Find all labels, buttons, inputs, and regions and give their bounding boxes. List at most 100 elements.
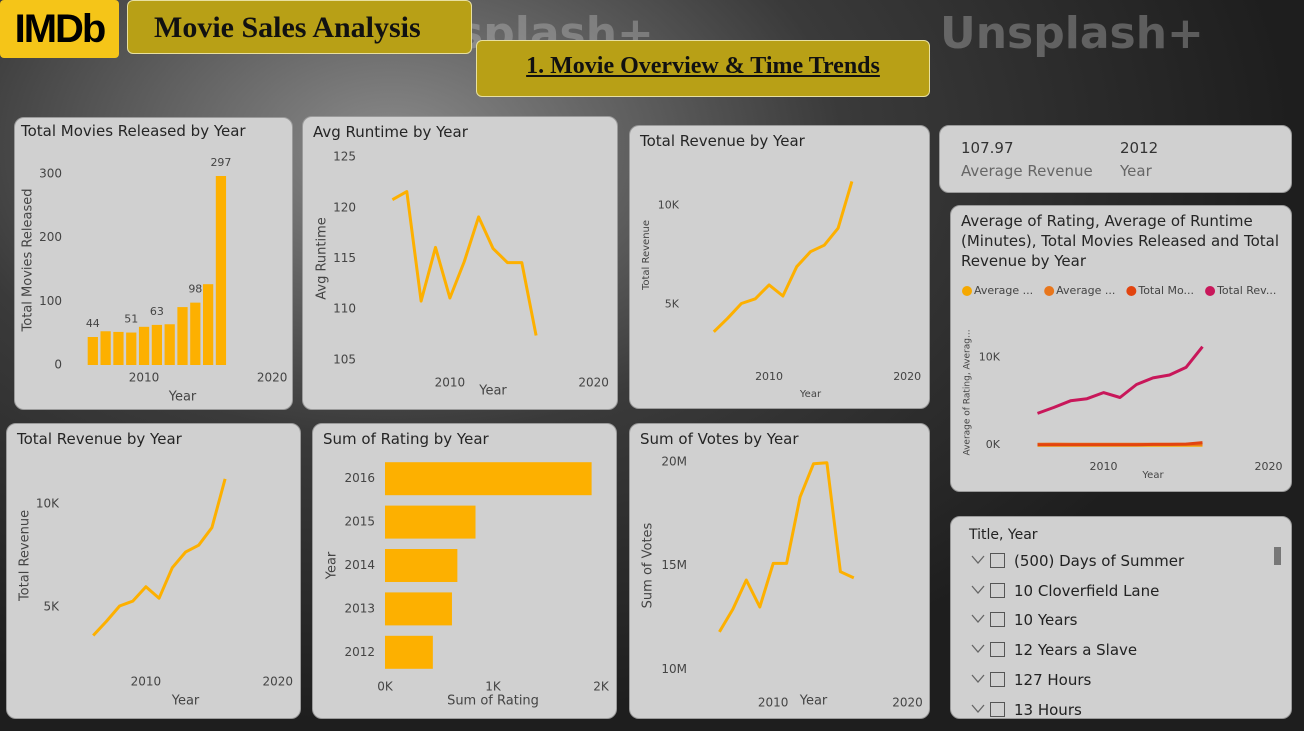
slicer-item[interactable]: 13 Hours <box>971 699 1082 719</box>
y-tick-label: 10K <box>658 198 680 211</box>
chevron-shape <box>971 585 985 594</box>
chevron[interactable] <box>971 585 985 595</box>
slicer-item-label[interactable]: (500) Days of Summer <box>1014 552 1185 570</box>
chart-plot: Total Movies Released Year 0 100 200 300 2010 2… <box>21 156 288 405</box>
slicer-item[interactable]: 12 Years a Slave <box>971 639 1137 661</box>
slicer-item[interactable]: 127 Hours <box>971 669 1091 691</box>
y-tick-label: 10K <box>979 350 1001 363</box>
x-axis-title: Year <box>171 694 200 709</box>
bar <box>113 331 124 365</box>
bar <box>190 302 201 365</box>
chart-panel: Total Revenue by Year Total Revenue Year 5K… <box>629 125 930 409</box>
legend-label[interactable]: Average ... <box>1056 284 1115 297</box>
chevron[interactable] <box>971 644 985 654</box>
x-tick-label: 2020 <box>892 696 923 710</box>
chart-panel: Sum of Votes by Year Sum of Votes Year 10M 1… <box>629 423 930 719</box>
chevron[interactable] <box>971 614 985 624</box>
y-tick-label: 120 <box>333 200 356 214</box>
y-axis-title: Average of Rating, Averag... <box>963 329 973 455</box>
slicer-item-label[interactable]: 127 Hours <box>1014 670 1092 689</box>
chevron-shape <box>971 674 985 683</box>
chart-panel: Total Revenue by Year Total Revenue Year 5K… <box>6 423 301 719</box>
x-axis-title: Sum of Rating <box>447 694 539 709</box>
data-label: 98 <box>188 283 202 296</box>
y-tick-label: 125 <box>333 150 356 164</box>
chart-title: Sum of Votes by Year <box>640 430 799 448</box>
chevron-shape <box>971 704 985 713</box>
bar <box>215 176 227 365</box>
x-tick-label: 2020 <box>1255 460 1283 473</box>
x-tick-label: 2020 <box>263 675 294 689</box>
scrollbar[interactable] <box>1274 547 1281 565</box>
y-tick-label: 5K <box>43 600 60 614</box>
slicer-item-label[interactable]: 10 Cloverfield Lane <box>1014 581 1160 600</box>
chevron[interactable] <box>971 555 985 565</box>
chart-plot: Sum of Votes Year 10M 15M 20M 2010 2020 <box>641 454 923 710</box>
x-tick-label: 2010 <box>755 370 783 383</box>
kpi-card: 107.97 Average Revenue 2012 Year <box>939 125 1292 193</box>
checkbox[interactable] <box>990 553 1005 568</box>
bar <box>126 332 137 365</box>
bar <box>385 505 476 539</box>
chevron-shape <box>971 644 985 654</box>
legend-label[interactable]: Total Rev... <box>1216 284 1276 297</box>
y-axis-title: Year <box>325 551 340 580</box>
slicer-item-label[interactable]: 12 Years a Slave <box>1014 641 1138 660</box>
chevron-shape <box>971 555 985 564</box>
chart-title: Sum of Rating by Year <box>323 430 489 448</box>
bar <box>100 331 111 365</box>
card-label: Year <box>1120 162 1152 180</box>
logo: IMDb <box>0 0 119 58</box>
bar <box>138 326 150 365</box>
x-tick-label: 2010 <box>129 371 160 385</box>
slicer-item[interactable]: (500) Days of Summer <box>971 550 1184 572</box>
line-series <box>391 190 538 336</box>
x-axis-title: Year <box>799 389 822 400</box>
slicer-item[interactable]: 10 Cloverfield Lane <box>971 580 1159 602</box>
checkbox[interactable] <box>990 701 1005 717</box>
chart-plot: Total Revenue Year 5K 10K 2010 2020 <box>18 478 294 709</box>
line-series <box>1037 441 1203 447</box>
bar <box>151 324 162 365</box>
legend-label[interactable]: Average ... <box>974 284 1033 297</box>
checkbox[interactable] <box>990 612 1005 628</box>
x-tick-label: 2010 <box>131 675 162 689</box>
slicer-item-label[interactable]: 13 Hours <box>1014 700 1082 719</box>
y-tick-label: 2014 <box>344 558 375 572</box>
legend-marker <box>1044 286 1055 296</box>
checkbox[interactable] <box>990 642 1005 658</box>
bar <box>177 307 188 365</box>
legend-marker <box>1205 286 1216 296</box>
chevron[interactable] <box>971 704 985 714</box>
y-tick-label: 0 <box>54 358 62 372</box>
x-axis-title: Year <box>478 384 507 399</box>
y-tick-label: 15M <box>661 558 687 572</box>
chart-title: Avg Runtime by Year <box>313 123 468 141</box>
chart-plot: Average of Rating, Averag... Year 0K 10K 201… <box>962 284 1283 481</box>
data-label: 51 <box>124 313 138 326</box>
chevron[interactable] <box>971 674 985 684</box>
legend-label[interactable]: Total Mo... <box>1137 284 1194 297</box>
y-tick-label: 2016 <box>344 471 375 485</box>
x-tick-label: 2020 <box>578 376 609 390</box>
slicer-item-label[interactable]: 10 Years <box>1014 611 1078 630</box>
y-tick-label: 10K <box>36 496 60 510</box>
card-value: 2012 <box>1120 139 1159 157</box>
line-series <box>712 180 854 333</box>
line-series <box>718 461 855 633</box>
slicer-item[interactable]: 10 Years <box>971 609 1077 631</box>
y-tick-label: 2015 <box>344 515 375 529</box>
checkbox[interactable] <box>990 671 1005 687</box>
x-tick-label: 2020 <box>257 371 288 385</box>
watermark: Unsplash+ <box>940 8 1204 59</box>
checkbox[interactable] <box>990 582 1005 598</box>
dashboard-title: Movie Sales Analysis <box>127 0 472 54</box>
x-axis-title: Year <box>1141 470 1164 481</box>
y-axis-title: Sum of Votes <box>641 522 656 608</box>
bar <box>385 635 433 669</box>
bar <box>203 284 214 365</box>
chart-panel: Total Movies Released by Year Total Movie… <box>14 117 293 410</box>
x-axis-title: Year <box>799 694 828 709</box>
line-series <box>92 478 227 637</box>
